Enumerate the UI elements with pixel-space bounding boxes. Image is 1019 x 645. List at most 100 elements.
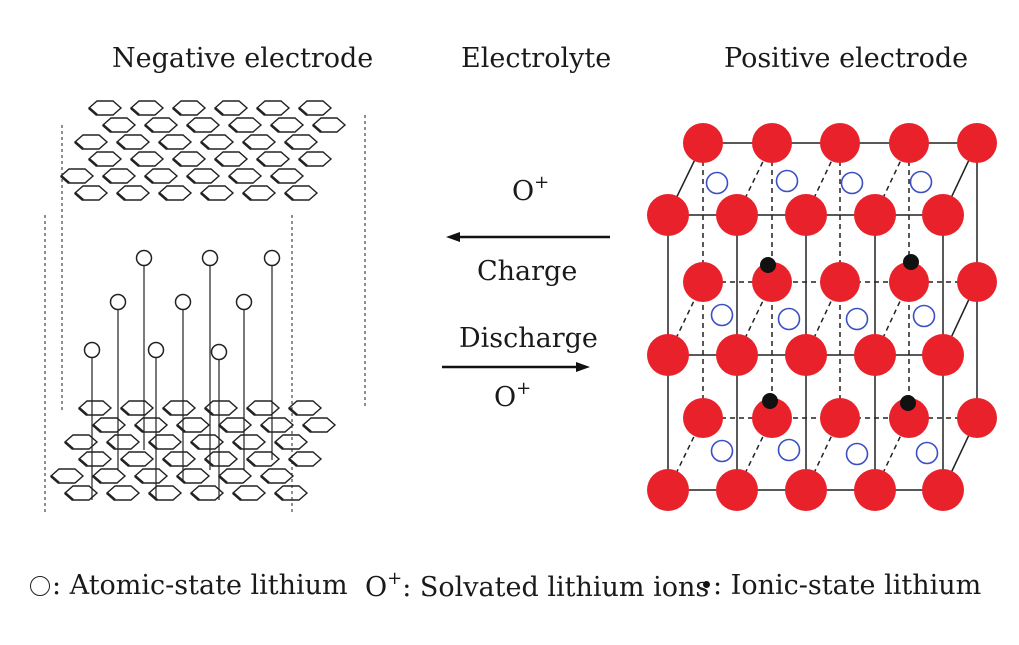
bottom-ion-label: O+ — [494, 380, 531, 413]
lattice-atom-back — [752, 262, 792, 302]
hexagon-edge — [186, 175, 196, 184]
hexagon-edge — [260, 475, 270, 484]
solvated-ion-ring — [705, 171, 729, 195]
atomic-lithium-atoms — [83, 249, 281, 500]
ionic-lithium-dot — [900, 395, 916, 411]
legend-atomic: : Atomic-state lithium — [30, 572, 348, 599]
hexagon-edge — [102, 175, 112, 184]
lattice-atom-front — [922, 334, 964, 376]
hexagon-edge — [74, 192, 84, 201]
lattice-atom-back — [889, 123, 929, 163]
hexagon-edge — [246, 407, 256, 416]
hexagon-edge — [120, 458, 130, 467]
hexagon-edge — [130, 158, 140, 167]
lattice-atom-front — [854, 334, 896, 376]
solvated-ion-ring — [912, 304, 936, 328]
hexagon-edge — [274, 492, 284, 501]
lattice-atom-front — [716, 469, 758, 511]
hexagon-edge — [92, 475, 102, 484]
hexagon-edge — [190, 492, 200, 501]
hexagon-edge — [232, 492, 242, 501]
lattice-atoms — [647, 123, 997, 511]
graphite-layer-top — [59, 100, 347, 201]
hexagon-edge — [274, 441, 284, 450]
negative-electrode-graphite — [44, 100, 366, 515]
hexagon-edge — [270, 124, 280, 133]
atomic-lithium — [135, 249, 153, 267]
hexagon-edge — [288, 458, 298, 467]
hexagon-edge — [214, 107, 224, 116]
hexagon-edge — [120, 407, 130, 416]
hexagon-edge — [200, 141, 210, 150]
solvated-ion-ring — [915, 441, 939, 465]
lattice-atom-back — [752, 398, 792, 438]
hexagon-edge — [176, 424, 186, 433]
lattice-lines — [667, 142, 978, 491]
hexagon-edge — [78, 407, 88, 416]
solvated-ion-ring — [777, 307, 801, 331]
hexagon-edge — [64, 441, 74, 450]
solvated-ion-ring — [845, 307, 869, 331]
lattice-atom-back — [752, 123, 792, 163]
hexagon-edge — [186, 124, 196, 133]
legend-solvated-symbol: O — [365, 572, 388, 603]
lattice-atom-front — [647, 469, 689, 511]
legend-ionic: : Ionic-state lithium — [703, 572, 981, 599]
positive-electrode-lattice — [647, 123, 997, 511]
lattice-atom-front — [647, 334, 689, 376]
hexagon-edge — [228, 124, 238, 133]
lattice-atom-front — [716, 334, 758, 376]
lattice-atom-front — [922, 194, 964, 236]
solvated-ion-ring — [775, 169, 799, 193]
lattice-atom-back — [820, 262, 860, 302]
legend-solvated: O+: Solvated lithium ions — [365, 570, 710, 603]
hexagon-edge — [256, 158, 266, 167]
hexagon-edge — [106, 492, 116, 501]
hexagon-edge — [232, 441, 242, 450]
hexagon-edge — [218, 424, 228, 433]
lattice-atom-back — [957, 262, 997, 302]
hexagon-edge — [64, 492, 74, 501]
legend-solvated-text: : Solvated lithium ions — [402, 572, 710, 603]
hexagon-edge — [298, 107, 308, 116]
atomic-lithium — [147, 341, 165, 359]
atomic-lithium — [210, 343, 228, 361]
hexagon-edge — [60, 175, 70, 184]
hexagon-edge — [130, 107, 140, 116]
hexagon-edge — [158, 141, 168, 150]
hexagon-edge — [190, 441, 200, 450]
bottom-ion-symbol: O — [494, 382, 517, 413]
hexagon-edge — [176, 475, 186, 484]
hexagon-edge — [144, 175, 154, 184]
hexagon-edge — [284, 141, 294, 150]
hexagon-edge — [228, 175, 238, 184]
atomic-lithium — [174, 293, 192, 311]
hexagon-edge — [242, 141, 252, 150]
hexagon-edge — [200, 192, 210, 201]
hexagon-edge — [204, 407, 214, 416]
hexagon-edge — [270, 175, 280, 184]
atomic-lithium — [83, 341, 101, 359]
hexagon-edge — [162, 407, 172, 416]
hexagon-edge — [260, 424, 270, 433]
hexagon-edge — [284, 192, 294, 201]
lattice-atom-back — [957, 123, 997, 163]
lattice-atom-back — [820, 398, 860, 438]
charge-label: Charge — [477, 256, 578, 287]
hexagon-edge — [78, 458, 88, 467]
lattice-atom-front — [854, 469, 896, 511]
solvated-ion-ring — [845, 442, 869, 466]
solvated-ion-ring — [840, 171, 864, 195]
ionic-lithium-dot — [760, 257, 776, 273]
top-ion-symbol: O — [512, 176, 535, 207]
hexagon-edge — [172, 158, 182, 167]
positive-electrode-label: Positive electrode — [724, 43, 969, 74]
hexagon-edge — [302, 424, 312, 433]
hexagon-edge — [288, 407, 298, 416]
hexagon-edge — [312, 124, 322, 133]
hexagon-edge — [116, 192, 126, 201]
lattice-atom-back — [820, 123, 860, 163]
solvated-ion-ring — [777, 438, 801, 462]
electrolyte-label: Electrolyte — [461, 43, 612, 74]
